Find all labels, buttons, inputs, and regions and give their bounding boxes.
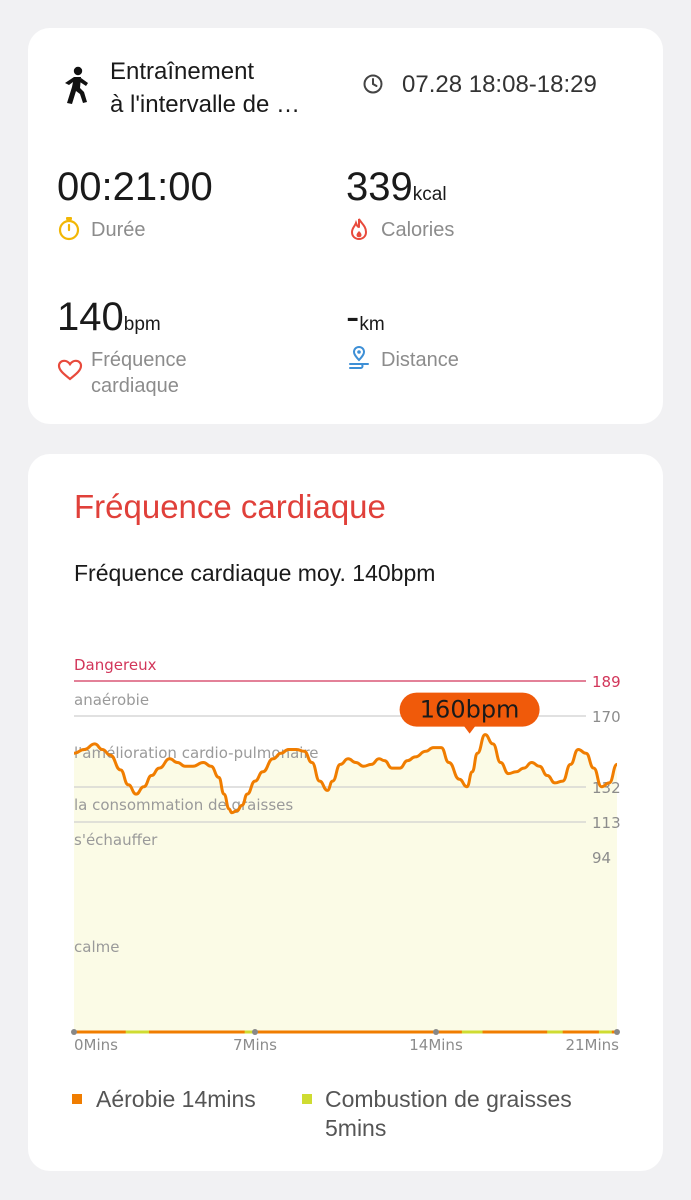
stopwatch-icon — [58, 217, 80, 241]
workout-title-line2: à l'intervalle de … — [110, 91, 301, 118]
x-tick-dot — [71, 1029, 77, 1035]
y-tick-label: 132 — [592, 779, 621, 797]
distance-value: - — [346, 295, 360, 339]
peak-label: 160bpm — [420, 696, 520, 724]
x-tick-dot — [252, 1029, 258, 1035]
heart-icon — [57, 359, 83, 381]
y-tick-label: 94 — [592, 849, 611, 867]
workout-time-range: 07.28 18:08-18:29 — [402, 71, 597, 98]
x-tick-label: 0Mins — [74, 1036, 118, 1054]
heart-rate-value: 140 — [57, 295, 124, 339]
workout-title-line1: Entraînement — [110, 58, 255, 85]
heart-rate-section-title: Fréquence cardiaque — [74, 488, 386, 525]
legend-swatch-aerobic — [72, 1094, 82, 1104]
workout-summary-card: Entraînement à l'intervalle de … 07.28 1… — [28, 28, 663, 424]
distance-metric: -km — [346, 295, 385, 340]
zone-label: calme — [74, 938, 119, 956]
calories-metric: 339kcal — [346, 165, 447, 210]
distance-unit: km — [359, 314, 385, 335]
average-heart-rate: Fréquence cardiaque moy. 140bpm — [74, 560, 436, 586]
heart-rate-label-line2: cardiaque — [91, 375, 179, 397]
heart-rate-metric: 140bpm — [57, 295, 161, 340]
heart-rate-area — [74, 734, 617, 1032]
heart-rate-unit: bpm — [123, 314, 161, 335]
y-tick-label: 170 — [592, 708, 621, 726]
clock-icon — [363, 74, 383, 94]
heart-rate-line — [73, 733, 618, 815]
zone-label: l'amélioration cardio-pulmonaire — [74, 744, 319, 762]
zone-label: la consommation de graisses — [74, 796, 293, 814]
legend-label-fat-burn-line2: 5mins — [325, 1115, 387, 1141]
legend-label-aerobic: Aérobie 14mins — [96, 1086, 256, 1112]
calories-unit: kcal — [412, 184, 447, 205]
duration-value: 00:21:00 — [57, 165, 213, 209]
route-pin-icon — [349, 345, 369, 369]
x-tick-label: 7Mins — [233, 1036, 277, 1054]
peak-badge — [399, 692, 540, 727]
legend-swatch-fat-burn — [302, 1094, 312, 1104]
x-tick-label: 21Mins — [565, 1036, 619, 1054]
zone-label: Dangereux — [74, 656, 157, 674]
flame-icon — [350, 218, 368, 241]
zone-label: anaérobie — [74, 691, 149, 709]
heart-rate-chart: Dangereux anaérobie l'amélioration cardio-… — [71, 656, 621, 1054]
distance-label: Distance — [381, 349, 459, 371]
x-tick-dot — [433, 1029, 439, 1035]
calories-value: 339 — [346, 165, 413, 209]
y-tick-label: 113 — [592, 814, 621, 832]
heart-rate-label-line1: Fréquence — [91, 349, 187, 371]
duration-label: Durée — [91, 219, 146, 241]
x-tick-dot — [614, 1029, 620, 1035]
zone-label: s'échauffer — [74, 831, 158, 849]
running-person-icon — [65, 66, 88, 104]
heart-rate-card: Fréquence cardiaque Fréquence cardiaque … — [28, 454, 663, 1171]
y-tick-label: 189 — [592, 673, 621, 691]
calories-label: Calories — [381, 219, 455, 241]
legend-label-fat-burn-line1: Combustion de graisses — [325, 1086, 572, 1112]
peak-pointer — [463, 725, 476, 734]
x-tick-label: 14Mins — [409, 1036, 463, 1054]
